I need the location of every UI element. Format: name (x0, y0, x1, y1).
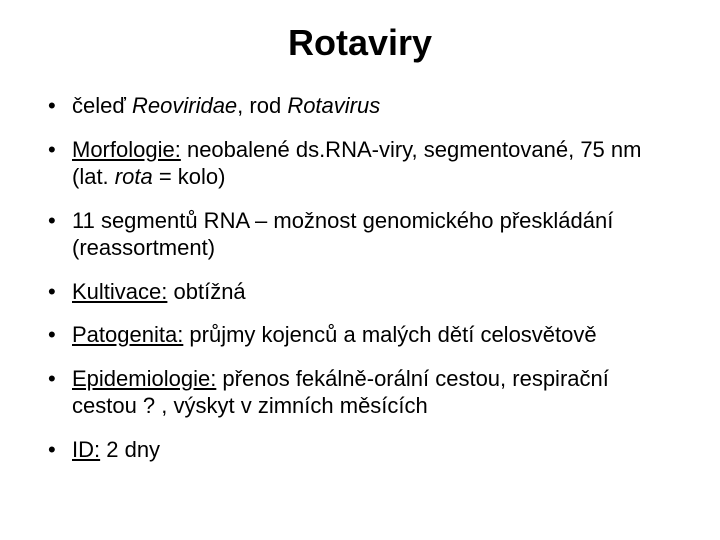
bullet-item: čeleď Reoviridae, rod Rotavirus (44, 92, 676, 120)
bullet-item: Patogenita: průjmy kojenců a malých dětí… (44, 321, 676, 349)
bullet-text-segment: Kultivace: (72, 279, 167, 304)
bullet-text-segment: 2 dny (100, 437, 160, 462)
bullet-text-segment: rota (115, 164, 153, 189)
bullet-text-segment: = kolo) (153, 164, 226, 189)
bullet-text-segment: obtížná (167, 279, 245, 304)
bullet-text-segment: průjmy kojenců a malých dětí celosvětově (183, 322, 596, 347)
bullet-text-segment: čeleď (72, 93, 132, 118)
bullet-item: 11 segmentů RNA – možnost genomického př… (44, 207, 676, 262)
bullet-item: Kultivace: obtížná (44, 278, 676, 306)
slide: Rotaviry čeleď Reoviridae, rod Rotavirus… (0, 0, 720, 540)
slide-title: Rotaviry (44, 22, 676, 64)
bullet-item: Epidemiologie: přenos fekálně-orální ces… (44, 365, 676, 420)
bullet-text-segment: Epidemiologie: (72, 366, 216, 391)
bullet-text-segment: ID: (72, 437, 100, 462)
bullet-list: čeleď Reoviridae, rod Rotavirus Morfologi… (44, 92, 676, 463)
bullet-text-segment: Rotavirus (287, 93, 380, 118)
bullet-text-segment: 11 segmentů RNA – možnost genomického př… (72, 208, 613, 261)
bullet-text-segment: , rod (237, 93, 287, 118)
bullet-item: Morfologie: neobalené ds.RNA-viry, segme… (44, 136, 676, 191)
bullet-item: ID: 2 dny (44, 436, 676, 464)
bullet-text-segment: Reoviridae (132, 93, 237, 118)
bullet-text-segment: Patogenita: (72, 322, 183, 347)
bullet-text-segment: Morfologie: (72, 137, 181, 162)
